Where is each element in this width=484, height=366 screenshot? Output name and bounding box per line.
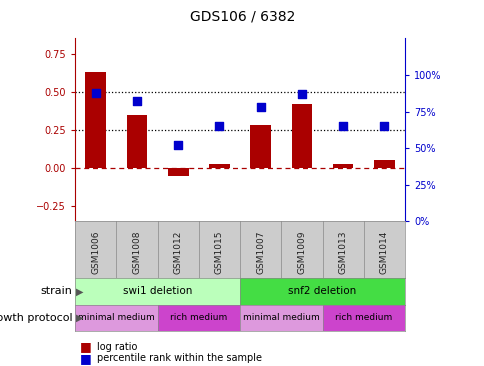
Point	[379, 123, 387, 129]
Text: ■: ■	[80, 352, 91, 365]
Text: growth protocol: growth protocol	[0, 313, 73, 323]
Text: ■: ■	[80, 340, 91, 353]
Text: snf2 deletion: snf2 deletion	[288, 286, 356, 296]
Point	[174, 142, 182, 148]
Text: GSM1006: GSM1006	[91, 231, 100, 274]
Bar	[291, 104, 312, 168]
Text: ▶: ▶	[76, 313, 83, 323]
Text: log ratio: log ratio	[97, 341, 137, 352]
Point	[91, 90, 100, 96]
Text: rich medium: rich medium	[170, 313, 227, 322]
Bar	[240, 278, 404, 305]
Bar	[322, 305, 404, 331]
Bar	[167, 168, 188, 176]
Point	[133, 98, 140, 104]
Text: GSM1007: GSM1007	[256, 231, 265, 274]
Point	[215, 123, 223, 129]
Text: ▶: ▶	[76, 286, 83, 296]
Point	[256, 104, 264, 110]
Bar	[240, 305, 322, 331]
Point	[297, 91, 305, 97]
Text: percentile rank within the sample: percentile rank within the sample	[97, 353, 261, 363]
Text: minimal medium: minimal medium	[78, 313, 154, 322]
Text: GDS106 / 6382: GDS106 / 6382	[189, 9, 295, 23]
Bar	[85, 72, 106, 168]
Bar	[157, 305, 240, 331]
Text: GSM1008: GSM1008	[132, 231, 141, 274]
Bar	[126, 115, 147, 168]
Text: minimal medium: minimal medium	[242, 313, 319, 322]
Text: rich medium: rich medium	[334, 313, 392, 322]
Bar	[75, 278, 240, 305]
Point	[338, 123, 346, 129]
Text: GSM1015: GSM1015	[214, 231, 224, 274]
Text: strain: strain	[41, 286, 73, 296]
Text: GSM1013: GSM1013	[338, 231, 347, 274]
Bar	[373, 160, 394, 168]
Bar	[332, 164, 353, 168]
Bar	[209, 164, 229, 168]
Bar	[75, 305, 157, 331]
Text: GSM1009: GSM1009	[297, 231, 306, 274]
Text: GSM1012: GSM1012	[173, 231, 182, 274]
Bar	[250, 125, 271, 168]
Text: GSM1014: GSM1014	[379, 231, 388, 274]
Text: swi1 deletion: swi1 deletion	[122, 286, 192, 296]
